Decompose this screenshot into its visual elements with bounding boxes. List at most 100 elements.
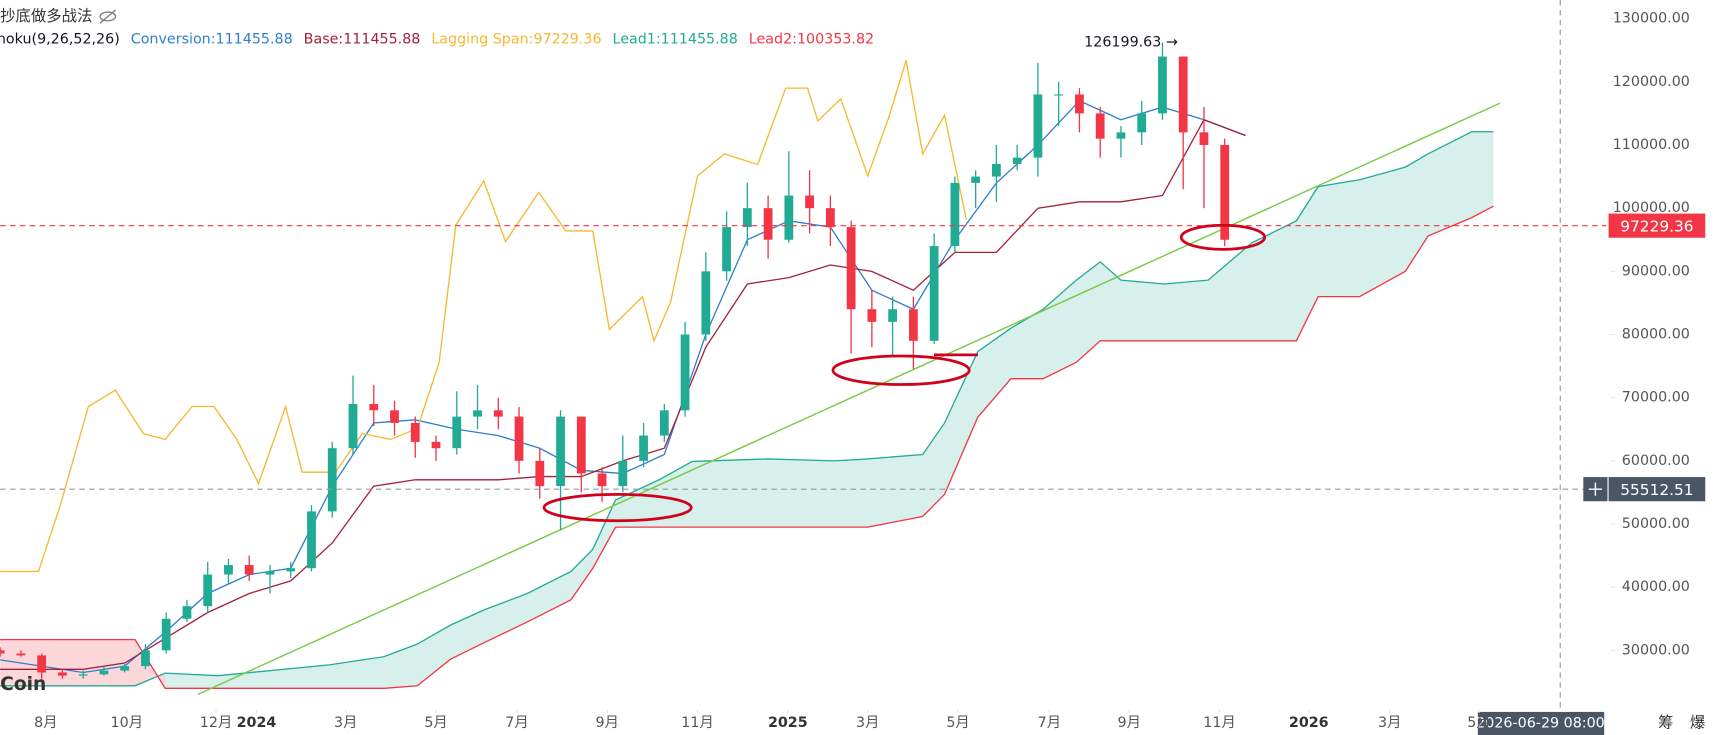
candle-body	[452, 416, 462, 449]
candle-body	[348, 403, 358, 449]
x-tick-label: 5月	[946, 715, 969, 731]
y-tick-label: 60000.00	[1622, 453, 1690, 469]
cloud-fill	[1251, 220, 1297, 341]
highlight-ellipse	[1179, 223, 1267, 251]
x-tick-label: 11月	[681, 715, 713, 731]
x-tick-label: 2024	[237, 715, 277, 731]
legend-item: Base:111455.88	[304, 32, 421, 48]
candle-body	[1075, 94, 1084, 114]
candle-body	[992, 163, 1001, 177]
candle-body	[1220, 144, 1230, 240]
cloud-fill	[1318, 179, 1360, 297]
x-tick-label: 10月	[111, 715, 143, 731]
cloud-fill	[417, 625, 451, 686]
indicator-line	[0, 118, 1246, 670]
x-tick-label: 7月	[505, 715, 528, 731]
cloud-fill	[867, 454, 923, 528]
cloud-fill	[1100, 261, 1121, 341]
indicator-line	[0, 99, 1246, 674]
x-tick-label: 8月	[34, 715, 57, 731]
cloud-fill	[615, 479, 660, 528]
candle-body	[16, 653, 26, 656]
candle-body	[78, 674, 88, 676]
cloud-fill	[834, 458, 868, 528]
candle-body	[265, 571, 275, 575]
candle-body	[846, 227, 856, 310]
watermark: Coin	[0, 674, 46, 695]
cloud-fill	[944, 351, 978, 495]
y-tick-label: 100000.00	[1613, 200, 1690, 216]
y-tick-label: 40000.00	[1622, 579, 1690, 595]
candle-body	[908, 309, 918, 341]
cloud-fill	[527, 571, 571, 622]
crosshair-plus[interactable]	[1588, 482, 1602, 496]
candle-body	[327, 448, 337, 512]
candle-body	[639, 435, 648, 461]
cloud-fill	[218, 664, 330, 689]
candle-body	[805, 195, 815, 209]
x-tick-label: 9月	[596, 715, 619, 731]
candle-body	[535, 460, 545, 487]
candle-body	[618, 460, 628, 487]
candle-body	[1137, 113, 1147, 133]
x-tick-label: 3月	[334, 715, 357, 731]
candle-body	[1012, 157, 1022, 164]
candles-layer	[0, 42, 1230, 679]
candle-body	[1116, 132, 1126, 139]
cloud-fill	[1120, 280, 1165, 341]
toolbar-icon[interactable]: 爆	[1690, 712, 1706, 731]
cloud-fill	[692, 458, 769, 528]
price-label-box	[1608, 213, 1706, 238]
indicator-line	[0, 60, 967, 573]
legend: hoku(9,26,52,26) Conversion:111455.88 Base…	[0, 32, 874, 48]
candle-body	[244, 565, 254, 575]
cloud-fill	[659, 461, 693, 528]
cloud-fill	[1359, 167, 1406, 297]
x-tick-label: 9月	[1118, 715, 1141, 731]
cloud-fill	[165, 673, 219, 689]
candle-body	[182, 606, 192, 619]
x-tick-label: 12月	[200, 715, 232, 731]
price-label-box	[1608, 477, 1706, 502]
x-tick-label: 7月	[1038, 715, 1061, 731]
y-tick-label: 110000.00	[1613, 137, 1690, 153]
x-tick-label: 5月	[424, 715, 447, 731]
candle-body	[514, 416, 524, 461]
candle-body	[742, 208, 752, 228]
cloud-fill	[1471, 131, 1494, 218]
cursor-date-box	[1477, 711, 1605, 735]
overlay-layer: 97229.36 55512.51 126199.63 →	[0, 35, 1706, 502]
y-tick-label: 70000.00	[1622, 390, 1690, 406]
x-tick-label: 2025	[768, 715, 808, 731]
trend-line	[197, 102, 1501, 696]
legend-item: hoku(9,26,52,26)	[0, 32, 120, 48]
cloud-fill	[768, 458, 835, 528]
candle-body	[1178, 56, 1188, 133]
cloud-fill	[483, 593, 528, 643]
candle-body	[286, 568, 296, 572]
candle-body	[224, 565, 233, 575]
candle-body	[1158, 56, 1167, 114]
cloud-fill	[1043, 280, 1077, 379]
candle-body	[929, 246, 939, 341]
highlight-ellipse	[542, 493, 693, 523]
cloud-fill	[1296, 186, 1319, 341]
cloud-fill	[1208, 242, 1252, 341]
candle-body	[203, 574, 213, 607]
chart-title: 抄底做多战法	[0, 7, 92, 25]
candle-body	[369, 403, 379, 411]
candle-body	[659, 410, 669, 436]
candle-body	[58, 672, 67, 676]
cloud-fill	[1010, 309, 1044, 379]
visibility-icon[interactable]	[99, 9, 117, 24]
cloud-fill	[329, 656, 385, 689]
candle-body	[867, 309, 877, 322]
y-tick-label: 80000.00	[1622, 326, 1690, 342]
toolbar-icon[interactable]: 筹	[1658, 713, 1673, 731]
candle-body	[825, 208, 835, 228]
candle-body	[473, 410, 482, 417]
candle-body	[1054, 94, 1064, 96]
candle-body	[950, 182, 960, 247]
candle-body	[141, 650, 150, 667]
candle-body	[701, 271, 711, 335]
